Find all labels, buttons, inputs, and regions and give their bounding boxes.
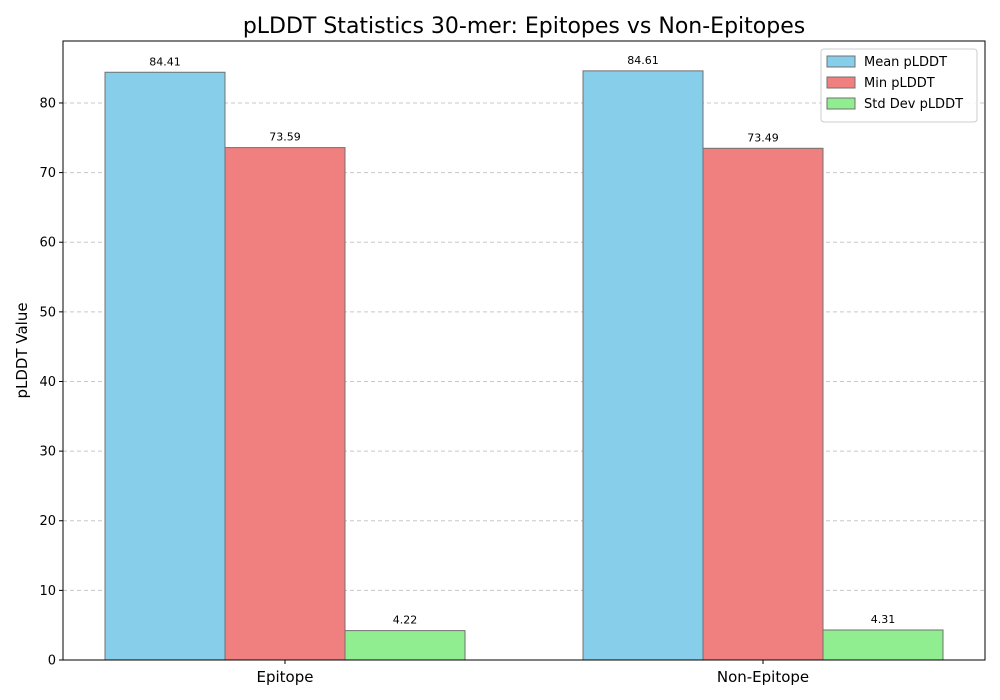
y-tick-label: 60	[39, 236, 56, 251]
bar	[224, 147, 346, 661]
y-tick-label: 0	[48, 654, 56, 669]
legend-box	[820, 48, 978, 123]
y-tick-label: 50	[39, 305, 56, 320]
x-axis-ticks: Epitope Non-Epitope	[257, 660, 809, 686]
bar	[702, 147, 824, 661]
bar	[344, 630, 466, 661]
bar	[822, 629, 944, 661]
plot-area-frame	[62, 40, 986, 661]
bars	[104, 70, 944, 661]
y-tick-label: 10	[39, 584, 56, 599]
legend-entry: Std Dev pLDDT	[864, 97, 963, 112]
x-tick-label: Epitope	[257, 668, 314, 686]
bar-value-label: 73.59	[269, 131, 301, 144]
x-tick-label: Non-Epitope	[717, 668, 809, 686]
legend-swatch	[826, 76, 856, 89]
legend-entry: Mean pLDDT	[864, 55, 947, 70]
legend-swatch	[826, 55, 856, 68]
bar	[104, 71, 226, 661]
y-axis-label: pLDDT Value	[13, 302, 31, 398]
legend: Mean pLDDT Min pLDDT Std Dev pLDDT	[820, 48, 978, 123]
bar-value-label: 4.22	[393, 614, 418, 627]
bar	[582, 70, 704, 661]
bar-value-label: 84.61	[627, 54, 659, 67]
y-tick-label: 30	[39, 445, 56, 460]
bar-value-label: 73.49	[747, 131, 779, 144]
bar-value-label: 4.31	[871, 613, 896, 626]
data-labels: 84.41 73.59 4.22 84.61 73.49 4.31	[149, 54, 895, 627]
bar-value-label: 84.41	[149, 55, 181, 68]
legend-swatch	[826, 97, 856, 110]
legend-entry: Min pLDDT	[864, 76, 935, 91]
y-tick-label: 70	[39, 166, 56, 181]
y-tick-label: 40	[39, 375, 56, 390]
y-axis-ticks: 0 10 20 30 40 50 60 70 80	[39, 96, 63, 669]
y-tick-label: 20	[39, 514, 56, 529]
y-tick-label: 80	[39, 96, 56, 111]
chart-title: pLDDT Statistics 30-mer: Epitopes vs Non…	[243, 14, 805, 39]
